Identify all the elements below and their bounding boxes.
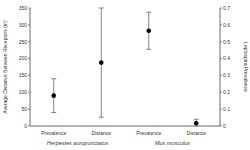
y-tick [28,75,30,76]
y2-axis [220,8,221,126]
y2-tick-label: 0.2 [223,89,230,95]
plot-area [51,8,199,127]
y2-tick-label: 0 [223,123,226,129]
x-tick-label: Prevalence [136,130,161,136]
point [146,28,151,33]
y2-tick-label: 0.1 [223,106,230,112]
y-tick-label: 250 [19,39,28,45]
point [99,60,104,65]
y2-tick-label: 0.4 [223,55,230,61]
error-bar [99,8,104,117]
error-bar [194,119,199,127]
y-tick-label: 0 [24,123,27,129]
x-tick-label: Distance [187,130,207,136]
y-tick [28,109,30,110]
y-tick [28,41,30,42]
chart: 0 50 100 150 200 250 300 350 0 0.1 0.2 0.3 0.4 0.5 0.6… [0,0,250,150]
y-axis [30,8,31,126]
y2-tick [220,41,222,42]
y2-tick-label: 0.6 [223,22,230,28]
y-tick [28,92,30,93]
y-tick [28,8,30,9]
x-tick-label: Prevalence [41,130,66,136]
y2-tick-label: 0.7 [223,5,230,11]
point [51,93,56,98]
y2-tick [220,109,222,110]
x-tick-label: Distance [92,130,112,136]
point [194,121,199,126]
y2-tick [220,92,222,93]
y-axis-title: Average Distance Between Receptors (m) [2,20,8,114]
y-tick-label: 50 [21,106,27,112]
error-bar [51,79,56,113]
y-tick-label: 300 [19,22,28,28]
y2-tick [220,24,222,25]
group-label: Mus musculus [155,140,190,146]
y2-tick-label: 0.3 [223,72,230,78]
y2-tick [220,8,222,9]
y-tick-label: 150 [19,72,28,78]
x-axis [30,126,220,127]
group-label: Herpestes auropunctatus [47,140,109,146]
y-tick-label: 100 [19,89,28,95]
y2-tick [220,58,222,59]
y-tick [28,24,30,25]
error-bar [146,12,151,49]
y2-tick-label: 0.5 [223,39,230,45]
y2-tick [220,126,222,127]
y2-axis-title: Leptospira Prevalence [243,42,249,92]
y-tick [28,58,30,59]
y-tick-label: 200 [19,55,28,61]
y2-tick [220,75,222,76]
y-tick-label: 350 [19,5,28,11]
y-tick [28,126,30,127]
